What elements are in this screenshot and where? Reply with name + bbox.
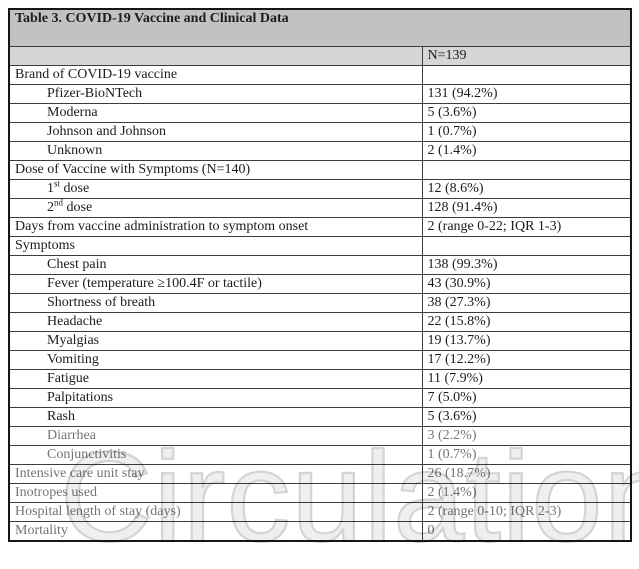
row-value: 131 (94.2%) <box>421 84 632 104</box>
row-value: 2 (range 0-10; IQR 2-3) <box>421 502 632 522</box>
table-row: Myalgias 19 (13.7%) <box>8 331 632 351</box>
column-header-n: N=139 <box>421 46 632 66</box>
table-row: 2nd dose 128 (91.4%) <box>8 198 632 218</box>
table-row: Mortality 0 <box>8 521 632 542</box>
table-title: Table 3. COVID-19 Vaccine and Clinical D… <box>8 8 632 47</box>
row-value: 7 (5.0%) <box>421 388 632 408</box>
row-label: Symptoms <box>8 236 423 256</box>
row-label: Intensive care unit stay <box>8 464 423 484</box>
row-value: 5 (3.6%) <box>421 407 632 427</box>
table-row: Intensive care unit stay 26 (18.7%) <box>8 464 632 484</box>
row-label: Brand of COVID-19 vaccine <box>8 65 423 85</box>
row-value: 11 (7.9%) <box>421 369 632 389</box>
table-title-row: Table 3. COVID-19 Vaccine and Clinical D… <box>8 8 632 47</box>
table-row: Inotropes used 2 (1.4%) <box>8 483 632 503</box>
row-value: 1 (0.7%) <box>421 445 632 465</box>
row-value: 1 (0.7%) <box>421 122 632 142</box>
table-row: Fever (temperature ≥100.4F or tactile) 43… <box>8 274 632 294</box>
row-label: Johnson and Johnson <box>8 122 423 142</box>
row-label: Days from vaccine administration to symp… <box>8 217 423 237</box>
row-value: 2 (range 0-22; IQR 1-3) <box>421 217 632 237</box>
row-label: Hospital length of stay (days) <box>8 502 423 522</box>
row-label: Unknown <box>8 141 423 161</box>
table-row: Days from vaccine administration to symp… <box>8 217 632 237</box>
row-value: 17 (12.2%) <box>421 350 632 370</box>
row-label: 2nd dose <box>8 198 423 218</box>
row-label: Pfizer-BioNTech <box>8 84 423 104</box>
table-row: Unknown 2 (1.4%) <box>8 141 632 161</box>
row-value: 2 (1.4%) <box>421 141 632 161</box>
row-value: 138 (99.3%) <box>421 255 632 275</box>
document-page: Circulation Table 3. COVID-19 Vaccine an… <box>8 8 639 563</box>
row-label: Chest pain <box>8 255 423 275</box>
row-value: 26 (18.7%) <box>421 464 632 484</box>
row-label: Vomiting <box>8 350 423 370</box>
row-label: Shortness of breath <box>8 293 423 313</box>
table-row: Vomiting 17 (12.2%) <box>8 350 632 370</box>
row-label: Myalgias <box>8 331 423 351</box>
table-row: Diarrhea 3 (2.2%) <box>8 426 632 446</box>
row-label: Fatigue <box>8 369 423 389</box>
table-row: Palpitations 7 (5.0%) <box>8 388 632 408</box>
row-label: Rash <box>8 407 423 427</box>
table-row: Moderna 5 (3.6%) <box>8 103 632 123</box>
table-body: Brand of COVID-19 vaccine Pfizer-BioNTech… <box>8 65 632 542</box>
row-value: 22 (15.8%) <box>421 312 632 332</box>
row-value: 128 (91.4%) <box>421 198 632 218</box>
table-row: Conjunctivitis 1 (0.7%) <box>8 445 632 465</box>
row-value: 43 (30.9%) <box>421 274 632 294</box>
column-header-empty <box>8 46 423 66</box>
row-label: Conjunctivitis <box>8 445 423 465</box>
row-label: Diarrhea <box>8 426 423 446</box>
row-label: Palpitations <box>8 388 423 408</box>
table-header-row: N=139 <box>8 46 632 66</box>
row-label: Moderna <box>8 103 423 123</box>
row-value <box>421 65 632 85</box>
row-value: 3 (2.2%) <box>421 426 632 446</box>
table-row: Chest pain 138 (99.3%) <box>8 255 632 275</box>
row-value: 19 (13.7%) <box>421 331 632 351</box>
table-row: Hospital length of stay (days) 2 (range 0… <box>8 502 632 522</box>
row-label: Fever (temperature ≥100.4F or tactile) <box>8 274 423 294</box>
table-row: Shortness of breath 38 (27.3%) <box>8 293 632 313</box>
row-label: 1st dose <box>8 179 423 199</box>
ordinal-superscript: nd <box>54 198 63 208</box>
row-value: 2 (1.4%) <box>421 483 632 503</box>
row-value: 0 <box>421 521 632 542</box>
table-row: Rash 5 (3.6%) <box>8 407 632 427</box>
row-label: Headache <box>8 312 423 332</box>
row-label: Dose of Vaccine with Symptoms (N=140) <box>8 160 423 180</box>
table-row: Johnson and Johnson 1 (0.7%) <box>8 122 632 142</box>
table-row: Pfizer-BioNTech 131 (94.2%) <box>8 84 632 104</box>
row-value: 12 (8.6%) <box>421 179 632 199</box>
table-row: Symptoms <box>8 236 632 256</box>
table-row: Dose of Vaccine with Symptoms (N=140) <box>8 160 632 180</box>
table-row: 1st dose 12 (8.6%) <box>8 179 632 199</box>
row-value <box>421 236 632 256</box>
ordinal-superscript: st <box>54 179 61 189</box>
table-row: Fatigue 11 (7.9%) <box>8 369 632 389</box>
table-row: Headache 22 (15.8%) <box>8 312 632 332</box>
table-row: Brand of COVID-19 vaccine <box>8 65 632 85</box>
row-value <box>421 160 632 180</box>
row-value: 38 (27.3%) <box>421 293 632 313</box>
row-value: 5 (3.6%) <box>421 103 632 123</box>
row-label: Mortality <box>8 521 423 542</box>
covid-vaccine-clinical-data-table: Table 3. COVID-19 Vaccine and Clinical D… <box>8 8 632 542</box>
row-label: Inotropes used <box>8 483 423 503</box>
